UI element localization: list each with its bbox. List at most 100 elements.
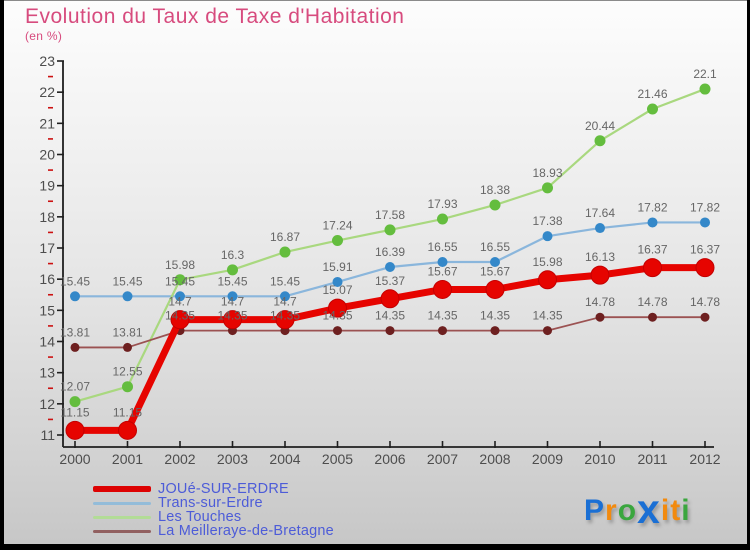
data-point: [700, 217, 710, 228]
point-label: 15.67: [480, 264, 510, 278]
point-label: 14.35: [375, 309, 405, 323]
legend-item-3: Les Touches: [93, 509, 334, 525]
logo-letter: i: [681, 494, 691, 527]
data-point: [595, 223, 605, 234]
data-point: [380, 289, 400, 309]
point-label: 21.46: [637, 87, 667, 101]
point-label: 15.37: [375, 274, 405, 288]
point-label: 13.81: [60, 325, 90, 339]
y-tick-label: 11: [40, 427, 55, 443]
data-point: [385, 262, 395, 273]
left-border: [0, 0, 4, 550]
point-label: 16.13: [585, 250, 615, 264]
y-tick-label: 12: [39, 396, 55, 412]
point-label: 17.82: [690, 200, 720, 214]
point-label: 14.78: [690, 295, 720, 309]
point-label: 14.35: [532, 309, 562, 323]
point-label: 14.35: [322, 309, 352, 323]
logo-letter: r: [605, 494, 618, 527]
point-label: 14.7: [221, 295, 245, 309]
data-point: [69, 396, 81, 408]
data-point: [433, 279, 452, 299]
x-tick-label: 2012: [689, 451, 720, 467]
x-tick-label: 2001: [112, 451, 143, 467]
data-point: [643, 258, 662, 278]
legend-item-4: La Meilleraye-de-Bretagne: [93, 523, 334, 539]
point-label: 14.35: [480, 309, 510, 323]
x-tick-label: 2009: [532, 451, 563, 467]
point-label: 15.45: [165, 274, 195, 288]
x-tick-label: 2006: [374, 451, 405, 467]
data-point: [328, 298, 347, 318]
data-point: [594, 135, 606, 147]
point-label: 15.45: [60, 274, 90, 288]
data-point: [122, 291, 133, 302]
data-point: [279, 246, 291, 258]
legend-label: Les Touches: [158, 509, 242, 525]
logo-letter: P: [584, 494, 606, 527]
data-point: [485, 279, 505, 299]
top-border: [0, 0, 750, 1]
point-label: 14.35: [427, 309, 457, 323]
chart-subtitle: (en %): [25, 29, 63, 43]
y-tick-label: 21: [39, 115, 55, 131]
point-label: 16.55: [427, 240, 457, 254]
point-label: 17.93: [427, 197, 457, 211]
point-label: 15.98: [165, 258, 195, 272]
data-point: [437, 213, 448, 225]
point-label: 17.64: [585, 206, 615, 220]
logo-letter: i: [660, 494, 671, 527]
data-point: [695, 258, 715, 278]
data-point: [385, 326, 395, 336]
point-label: 14.35: [270, 309, 300, 323]
point-label: 18.93: [532, 166, 562, 180]
data-point: [332, 276, 343, 287]
x-tick-label: 2011: [637, 451, 667, 467]
data-point: [275, 310, 295, 330]
bottom-border: [0, 544, 750, 550]
point-label: 15.45: [270, 274, 300, 288]
point-label: 16.3: [221, 248, 245, 262]
point-label: 15.67: [427, 264, 457, 278]
data-point: [437, 257, 448, 268]
logo-letter: o: [617, 494, 638, 527]
data-point: [543, 326, 552, 336]
x-tick-label: 2002: [164, 451, 195, 467]
y-tick-label: 15: [39, 302, 55, 318]
data-point: [332, 235, 343, 247]
point-label: 14.35: [165, 309, 195, 323]
point-label: 22.1: [693, 67, 717, 81]
point-label: 17.58: [375, 208, 405, 222]
point-label: 11.15: [113, 405, 142, 419]
data-point: [280, 291, 290, 302]
y-tick-label: 18: [39, 209, 55, 225]
data-point: [590, 265, 610, 285]
x-tick-label: 2010: [584, 451, 615, 467]
data-point: [489, 199, 501, 211]
data-point: [175, 291, 185, 302]
point-label: 15.07: [322, 283, 352, 297]
data-point: [438, 326, 447, 336]
chart-title: Evolution du Taux de Taxe d'Habitation: [25, 5, 405, 28]
legend-label: Trans-sur-Erdre: [158, 495, 263, 511]
data-point: [542, 231, 553, 242]
legend-label: La Meilleraye-de-Bretagne: [158, 523, 334, 539]
point-label: 17.24: [322, 219, 352, 233]
data-point: [170, 310, 190, 330]
point-label: 15.98: [532, 255, 562, 269]
point-label: 13.81: [112, 325, 142, 339]
point-label: 16.55: [480, 240, 510, 254]
logo-letter: x: [637, 486, 661, 532]
point-label: 16.37: [637, 243, 667, 257]
x-tick-label: 2004: [269, 451, 300, 467]
point-label: 11.15: [60, 405, 89, 419]
data-point: [65, 420, 85, 440]
logo-letter: t: [670, 494, 682, 527]
x-tick-label: 2000: [59, 451, 90, 467]
data-point: [647, 103, 658, 115]
data-point: [699, 83, 711, 95]
point-label: 16.87: [270, 230, 300, 244]
point-label: 12.55: [112, 365, 142, 379]
